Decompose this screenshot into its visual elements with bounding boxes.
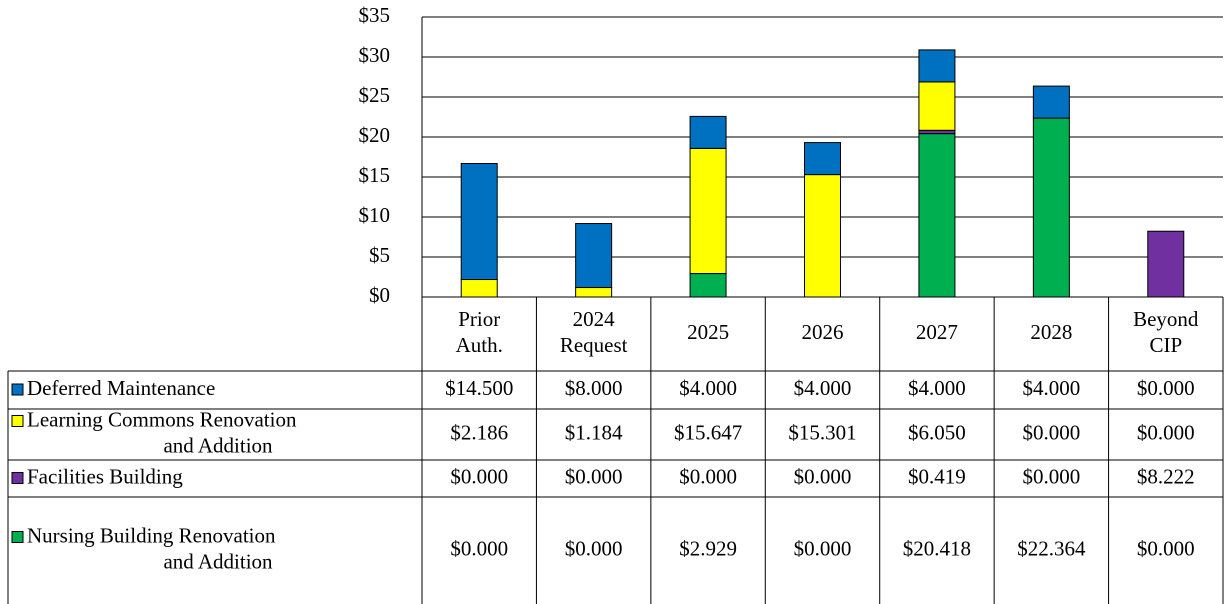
table-value: $0.000 — [794, 464, 852, 488]
table-value: $0.000 — [794, 536, 852, 560]
bar — [460, 163, 498, 281]
x-tick-label: 2025 — [687, 320, 729, 344]
y-tick-label: $0 — [369, 283, 390, 307]
table-value: $0.000 — [1022, 420, 1080, 444]
bar — [575, 287, 613, 298]
table-value: $0.000 — [450, 464, 508, 488]
table-value: $20.418 — [903, 536, 971, 560]
x-tick-label: 2027 — [916, 320, 958, 344]
bar — [1032, 117, 1070, 298]
table-value: $8.000 — [565, 376, 623, 400]
table-value: $1.184 — [565, 420, 623, 444]
table-value: $0.000 — [1137, 536, 1195, 560]
bar — [575, 223, 613, 289]
table-value: $0.000 — [1137, 376, 1195, 400]
legend-label: Facilities Building — [27, 464, 183, 488]
table-value: $14.500 — [445, 376, 513, 400]
bar — [689, 115, 727, 149]
bar — [918, 49, 956, 83]
table-value: $22.364 — [1017, 536, 1086, 560]
table-value: $2.186 — [450, 420, 508, 444]
table-value: $6.050 — [908, 420, 966, 444]
bar — [1147, 230, 1185, 298]
table-value: $0.000 — [565, 464, 623, 488]
legend-label: Learning Commons Renovation and Addition — [27, 407, 297, 457]
table-value: $0.000 — [1137, 420, 1195, 444]
x-tick-label: 2024 Request — [560, 307, 628, 357]
y-tick-label: $15 — [359, 163, 391, 187]
x-tick-label: 2026 — [802, 320, 844, 344]
bar — [804, 142, 841, 176]
y-tick-label: $20 — [359, 123, 391, 147]
bar — [689, 273, 727, 298]
y-tick-label: $10 — [359, 203, 391, 227]
table-value: $0.000 — [679, 464, 737, 488]
bar — [918, 133, 956, 298]
x-tick-label: Beyond CIP — [1133, 307, 1199, 357]
table-value: $0.000 — [1022, 464, 1080, 488]
table-value: $8.222 — [1137, 464, 1195, 488]
x-tick-label: 2028 — [1030, 320, 1072, 344]
legend-label: Nursing Building Renovation and Addition — [27, 523, 276, 573]
bar — [918, 81, 956, 131]
legend-key — [11, 415, 24, 427]
bar — [689, 147, 727, 275]
y-tick-label: $25 — [359, 83, 391, 107]
table-value: $4.000 — [1022, 376, 1080, 400]
table-value: $0.000 — [565, 536, 623, 560]
table-value: $15.647 — [674, 420, 742, 444]
legend-key — [11, 472, 24, 484]
y-tick-label: $5 — [369, 243, 390, 267]
bar — [918, 129, 956, 135]
legend-key — [11, 383, 24, 396]
bar — [804, 174, 841, 298]
table-value: $4.000 — [908, 376, 966, 400]
legend-key — [11, 531, 24, 543]
table-value: $0.000 — [450, 536, 508, 560]
bar — [1032, 85, 1070, 119]
table-value: $15.301 — [788, 420, 856, 444]
table-value: $0.419 — [908, 464, 966, 488]
y-tick-label: $35 — [359, 3, 391, 27]
x-tick-label: Prior Auth. — [456, 307, 503, 357]
legend-label: Deferred Maintenance — [27, 376, 215, 400]
table-value: $2.929 — [679, 536, 737, 560]
y-tick-label: $30 — [359, 43, 391, 67]
table-value: $4.000 — [794, 376, 852, 400]
bar — [460, 279, 498, 298]
table-value: $4.000 — [679, 376, 737, 400]
